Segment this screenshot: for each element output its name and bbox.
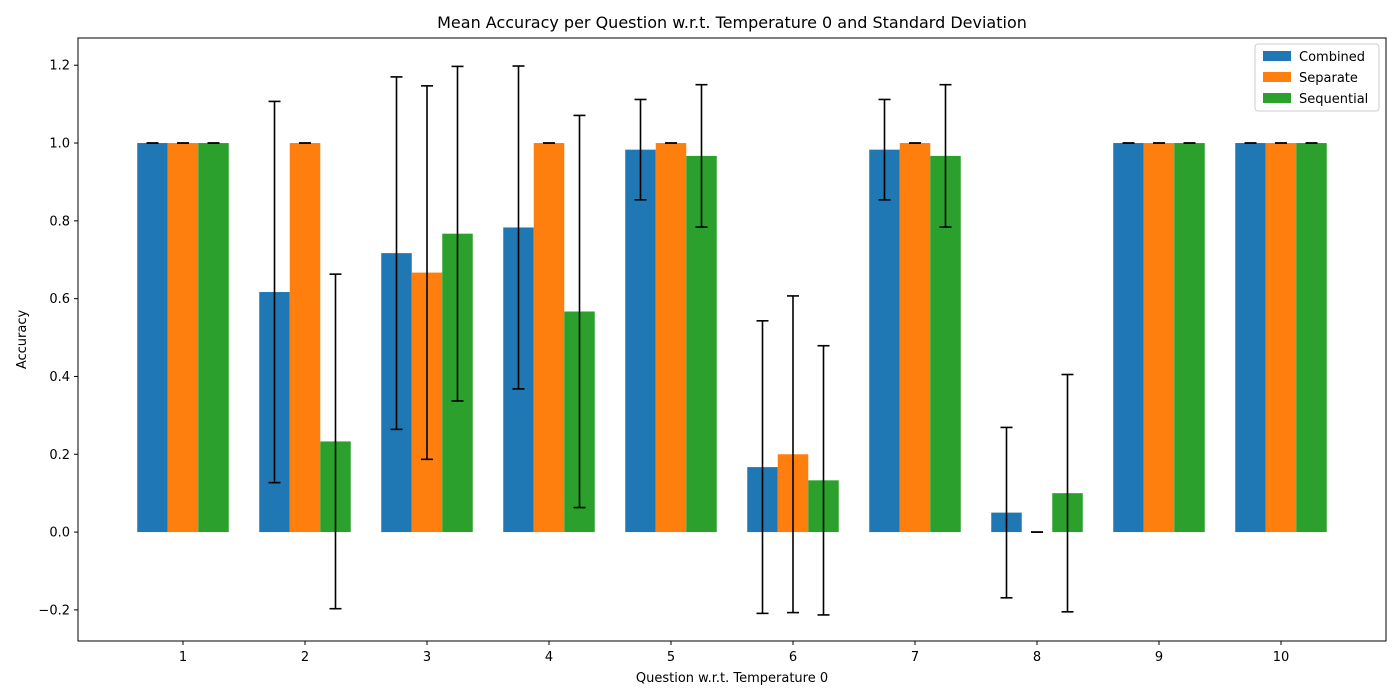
x-tick-label: 1 [179, 650, 187, 665]
error-bar-combined-q8 [1000, 426, 1013, 599]
bar-separate-q4 [533, 143, 565, 533]
legend-swatch-combined [1263, 51, 1291, 61]
x-tick-label: 3 [423, 650, 431, 665]
x-tick-label: 9 [1155, 650, 1163, 665]
y-axis: −0.2 0.0 0.2 0.4 0.6 0.8 1.0 1.2 [38, 59, 78, 618]
bar-separate-q9 [1143, 143, 1175, 533]
y-tick-label: 0.0 [49, 526, 70, 541]
bar-sequential-q9 [1174, 143, 1205, 533]
y-tick-label: −0.2 [38, 603, 70, 618]
bar-separate-q7 [899, 143, 931, 533]
bar-combined-q5 [625, 149, 656, 533]
legend-label-combined: Combined [1299, 50, 1365, 65]
y-tick-label: 0.6 [49, 292, 70, 307]
y-axis-title: Accuracy [15, 310, 30, 370]
error-bar-combined-q2 [268, 100, 281, 484]
y-tick-label: 1.0 [49, 137, 70, 152]
bar-sequential-q10 [1296, 143, 1327, 533]
error-bar-separate-q6 [787, 295, 799, 614]
bar-separate-q5 [655, 143, 687, 533]
x-axis: 1 2 3 4 5 6 7 8 9 10 [179, 641, 1289, 665]
error-bar-sequential-q2 [329, 273, 342, 610]
legend-label-sequential: Sequential [1299, 92, 1368, 107]
bar-combined-q7 [869, 149, 900, 533]
y-tick-label: 0.4 [49, 370, 70, 385]
x-axis-title: Question w.r.t. Temperature 0 [636, 671, 828, 686]
error-bar-sequential-q8 [1061, 373, 1074, 613]
bar-combined-q1 [137, 143, 168, 533]
error-bar-sequential-q5 [695, 83, 708, 228]
error-bar-combined-q5 [634, 98, 647, 201]
x-tick-label: 10 [1273, 650, 1290, 665]
error-bar-sequential-q4 [573, 114, 586, 509]
error-bar-separate-q3 [421, 85, 433, 461]
bar-separate-q2 [289, 143, 321, 533]
error-bar-combined-q7 [878, 98, 891, 201]
legend-swatch-separate [1263, 72, 1291, 82]
x-tick-label: 4 [545, 650, 553, 665]
bar-combined-q10 [1235, 143, 1266, 533]
error-bar-sequential-q3 [451, 65, 464, 402]
error-bar-sequential-q6 [817, 344, 830, 616]
bar-sequential-q1 [198, 143, 229, 533]
bar-separate-q10 [1265, 143, 1297, 533]
error-bar-sequential-q7 [939, 83, 952, 228]
error-bars-layer [146, 65, 1318, 616]
error-bar-combined-q4 [512, 65, 525, 390]
x-tick-label: 6 [789, 650, 797, 665]
plot-frame [77, 37, 1387, 642]
bar-combined-q9 [1113, 143, 1144, 533]
bars-layer [137, 143, 1327, 533]
bar-separate-q1 [167, 143, 199, 533]
legend-label-separate: Separate [1299, 71, 1358, 86]
x-tick-label: 8 [1033, 650, 1041, 665]
y-tick-label: 1.2 [49, 59, 70, 74]
chart-title: Mean Accuracy per Question w.r.t. Temper… [437, 13, 1027, 32]
error-bar-combined-q6 [756, 320, 769, 615]
legend-swatch-sequential [1263, 93, 1291, 103]
error-bar-combined-q3 [390, 76, 403, 431]
x-tick-label: 2 [301, 650, 309, 665]
y-tick-label: 0.8 [49, 214, 70, 229]
y-tick-label: 0.2 [49, 448, 70, 463]
x-tick-label: 7 [911, 650, 919, 665]
x-tick-label: 5 [667, 650, 675, 665]
legend: Combined Separate Sequential [1254, 43, 1380, 112]
